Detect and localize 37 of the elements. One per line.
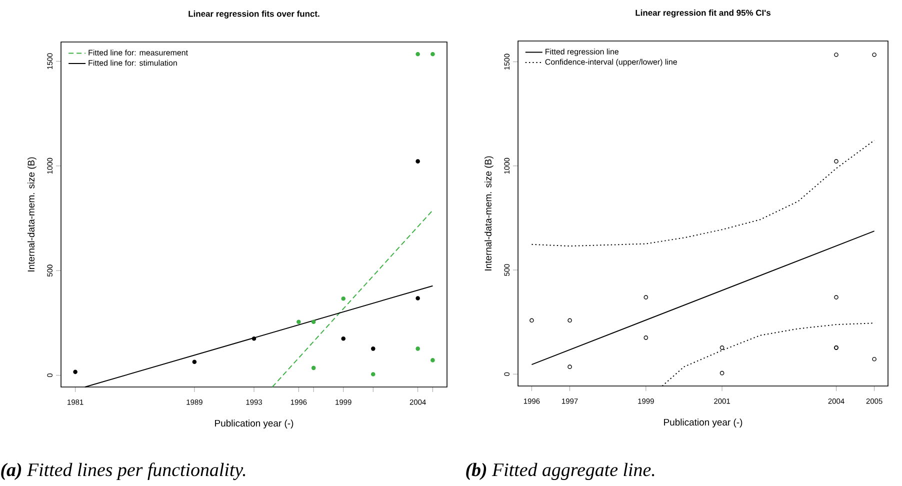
point bbox=[311, 366, 316, 370]
point bbox=[341, 336, 346, 341]
y-axis-title: Internal-data-mem. size (B) bbox=[28, 157, 36, 272]
point bbox=[416, 159, 420, 164]
point bbox=[568, 364, 572, 369]
point bbox=[370, 372, 376, 376]
text: (a) Fitted lines per functionality. bbox=[1, 462, 246, 480]
point bbox=[430, 52, 435, 56]
point bbox=[834, 295, 838, 300]
point bbox=[311, 320, 316, 324]
point bbox=[296, 320, 301, 324]
point bbox=[192, 360, 197, 364]
point bbox=[430, 358, 435, 362]
point bbox=[341, 296, 346, 301]
chart-title: Linear regression fits over funct. bbox=[188, 10, 320, 18]
point bbox=[720, 346, 724, 350]
point bbox=[644, 336, 648, 340]
text: (b) Fitted aggregate line. bbox=[466, 462, 654, 480]
point bbox=[568, 318, 572, 323]
point bbox=[370, 346, 376, 351]
point bbox=[416, 296, 420, 300]
point bbox=[416, 346, 420, 351]
point bbox=[644, 295, 648, 300]
point bbox=[416, 52, 420, 56]
x-axis-title: Publication year (-) bbox=[664, 418, 742, 428]
point bbox=[720, 370, 724, 376]
point bbox=[872, 356, 876, 362]
line-series bbox=[531, 140, 875, 247]
point bbox=[834, 159, 838, 164]
chart-title: Linear regression fit and 95% CI's bbox=[636, 10, 770, 18]
point bbox=[872, 52, 876, 57]
point bbox=[252, 336, 256, 341]
point bbox=[530, 318, 534, 323]
point bbox=[834, 52, 838, 57]
x-axis-title: Publication year (-) bbox=[215, 420, 294, 428]
point bbox=[73, 370, 78, 374]
y-axis-title: Internal-data-mem. size (B) bbox=[484, 156, 494, 270]
